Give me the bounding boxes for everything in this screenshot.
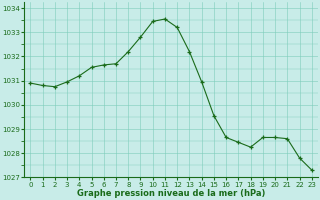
X-axis label: Graphe pression niveau de la mer (hPa): Graphe pression niveau de la mer (hPa) — [77, 189, 265, 198]
